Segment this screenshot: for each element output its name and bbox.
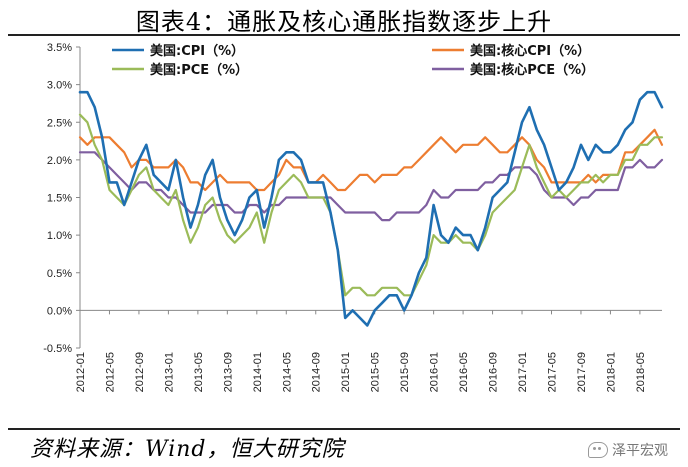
y-tick-label: 0.5% [47,268,72,280]
top-rule [8,34,680,36]
x-tick-label: 2015-09 [399,352,411,392]
x-tick-label: 2013-01 [163,352,175,392]
x-tick-label: 2018-01 [605,352,617,392]
y-tick-label: 2.0% [47,155,72,167]
x-tick-label: 2017-01 [517,352,529,392]
x-tick-label: 2015-01 [340,352,352,392]
x-tick-label: 2016-01 [429,352,441,392]
y-tick-label: 3.5% [47,42,72,54]
x-tick-label: 2015-05 [370,352,382,392]
x-tick-label: 2012-01 [75,352,87,392]
x-tick-label: 2014-09 [311,352,323,392]
y-tick-label: 0.0% [47,305,72,317]
chart-series [78,90,664,327]
y-tick-label: -0.5% [43,343,72,355]
watermark-label: 泽平宏观 [612,443,668,459]
x-tick-label: 2014-05 [281,352,293,392]
x-tick-label: 2016-05 [458,352,470,392]
chart-legend: 美国:CPI（%） 美国:PCE（%） 美国:核心CPI（%） 美国:核心PCE（%） [112,43,594,78]
x-tick-label: 2012-09 [134,352,146,392]
x-tick-label: 2013-05 [193,352,205,392]
y-tick-label: 2.5% [47,117,72,129]
watermark: 泽平宏观 [588,440,668,460]
legend-label: 美国:核心CPI（%） [470,43,590,59]
y-tick-label: 1.5% [47,193,72,205]
wechat-icon [588,442,608,458]
x-tick-label: 2012-05 [104,352,116,392]
x-tick-label: 2018-05 [635,352,647,392]
legend-label: 美国:PCE（%） [150,62,248,78]
y-tick-label: 3.0% [47,80,72,92]
series-line-3 [78,113,664,297]
x-tick-label: 2016-09 [488,352,500,392]
chart-axes: -0.5% 0.0% 0.5% 1.0% 1.5% 2.0% 2.5% 3.0% 3.5% 201… [43,42,662,392]
bottom-rule [8,428,680,430]
series-line-1 [78,90,664,327]
x-tick-label: 2013-09 [222,352,234,392]
x-tick-label: 2017-05 [546,352,558,392]
legend-label: 美国:核心PCE（%） [470,62,594,78]
source-note: 资料来源：Wind，恒大研究院 [30,437,345,462]
page-title: 图表4：通胀及核心通胀指数逐步上升 [135,8,553,36]
line-chart: -0.5% 0.0% 0.5% 1.0% 1.5% 2.0% 2.5% 3.0% 3.5% 201… [43,42,664,392]
legend-label: 美国:CPI（%） [150,43,244,59]
x-tick-label: 2014-01 [252,352,264,392]
y-tick-label: 1.0% [47,230,72,242]
x-tick-label: 2017-09 [576,352,588,392]
